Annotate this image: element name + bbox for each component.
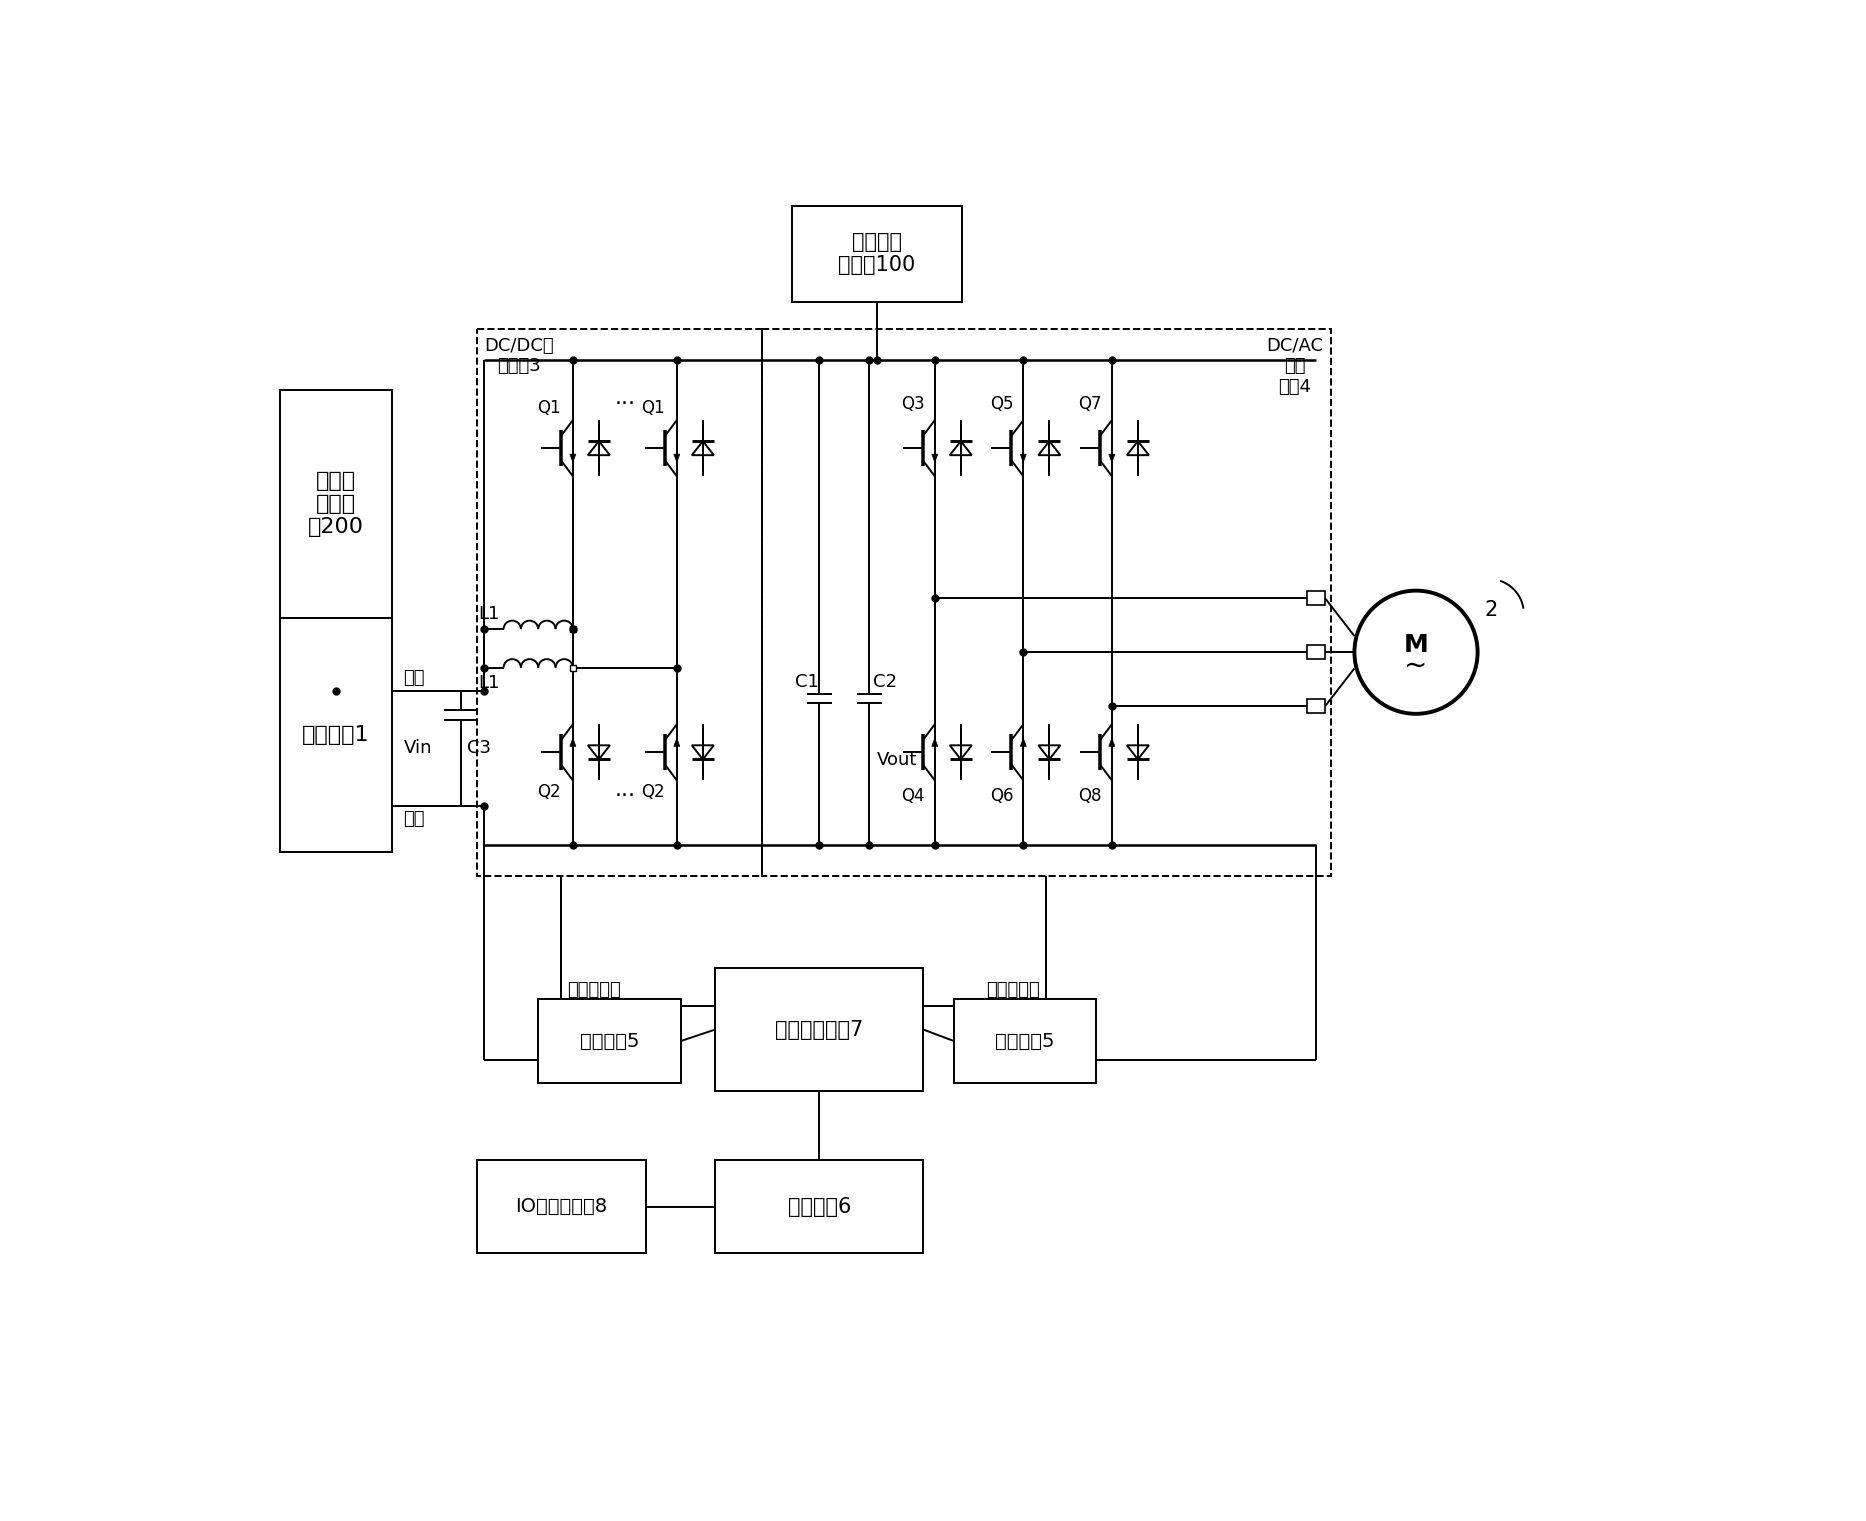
- Polygon shape: [931, 455, 939, 462]
- Bar: [793, 205, 961, 301]
- Polygon shape: [569, 455, 577, 462]
- Text: Q5: Q5: [989, 395, 1013, 414]
- Bar: [954, 999, 1097, 1083]
- Text: Q7: Q7: [1079, 395, 1101, 414]
- Text: 负极: 负极: [403, 811, 425, 827]
- Bar: [1306, 645, 1325, 659]
- Bar: [569, 665, 577, 671]
- Text: 采样电路5: 采样电路5: [995, 1031, 1054, 1051]
- Text: Q2: Q2: [537, 783, 562, 802]
- Bar: [761, 329, 1330, 876]
- Bar: [280, 618, 392, 852]
- Text: Q3: Q3: [901, 395, 926, 414]
- Polygon shape: [674, 455, 679, 462]
- Polygon shape: [931, 738, 939, 747]
- Polygon shape: [1108, 738, 1114, 747]
- Text: DC/AC
变换
电路4: DC/AC 变换 电路4: [1267, 336, 1323, 395]
- Bar: [1306, 592, 1325, 605]
- Text: 采样电路5: 采样电路5: [580, 1031, 640, 1051]
- Text: Q2: Q2: [642, 783, 664, 802]
- Text: Q6: Q6: [989, 788, 1013, 805]
- Text: IO及通信系统8: IO及通信系统8: [515, 1197, 606, 1217]
- Text: Q4: Q4: [901, 788, 926, 805]
- Text: ···: ···: [614, 786, 634, 806]
- Text: Q1: Q1: [537, 399, 562, 417]
- Text: L1: L1: [478, 605, 500, 622]
- Bar: [1306, 700, 1325, 713]
- Bar: [476, 329, 761, 876]
- Text: C3: C3: [466, 739, 491, 757]
- Polygon shape: [1021, 738, 1026, 747]
- Bar: [280, 391, 392, 618]
- Polygon shape: [674, 738, 679, 747]
- Text: C1: C1: [795, 672, 819, 691]
- Text: 电池系统1: 电池系统1: [302, 726, 369, 745]
- Text: Q1: Q1: [642, 399, 664, 417]
- Bar: [715, 967, 924, 1091]
- Polygon shape: [1021, 455, 1026, 462]
- Text: DC/DC变
换电路3: DC/DC变 换电路3: [485, 336, 554, 376]
- Text: ···: ···: [614, 394, 634, 414]
- Bar: [537, 999, 681, 1083]
- Text: 2: 2: [1485, 599, 1498, 621]
- Text: 驱动及保护: 驱动及保护: [987, 981, 1039, 999]
- Polygon shape: [569, 738, 577, 747]
- Text: Vout: Vout: [877, 751, 918, 770]
- Text: ~: ~: [1405, 653, 1427, 680]
- Text: 信号处理电路7: 信号处理电路7: [774, 1019, 864, 1039]
- Text: Q8: Q8: [1079, 788, 1101, 805]
- Polygon shape: [1108, 455, 1114, 462]
- Bar: [476, 1161, 646, 1253]
- Text: 正极: 正极: [403, 669, 425, 687]
- Text: Vin: Vin: [403, 739, 431, 757]
- Bar: [715, 1161, 924, 1253]
- Text: C2: C2: [873, 672, 898, 691]
- Text: 公共直流
充电桩100: 公共直流 充电桩100: [838, 233, 916, 275]
- Text: 驱动及保护: 驱动及保护: [567, 981, 621, 999]
- Text: 车载交
流充电
机200: 车载交 流充电 机200: [308, 472, 364, 537]
- Text: L1: L1: [478, 674, 500, 692]
- Bar: [569, 627, 577, 633]
- Text: M: M: [1403, 633, 1427, 657]
- Text: 控制电路6: 控制电路6: [787, 1197, 851, 1217]
